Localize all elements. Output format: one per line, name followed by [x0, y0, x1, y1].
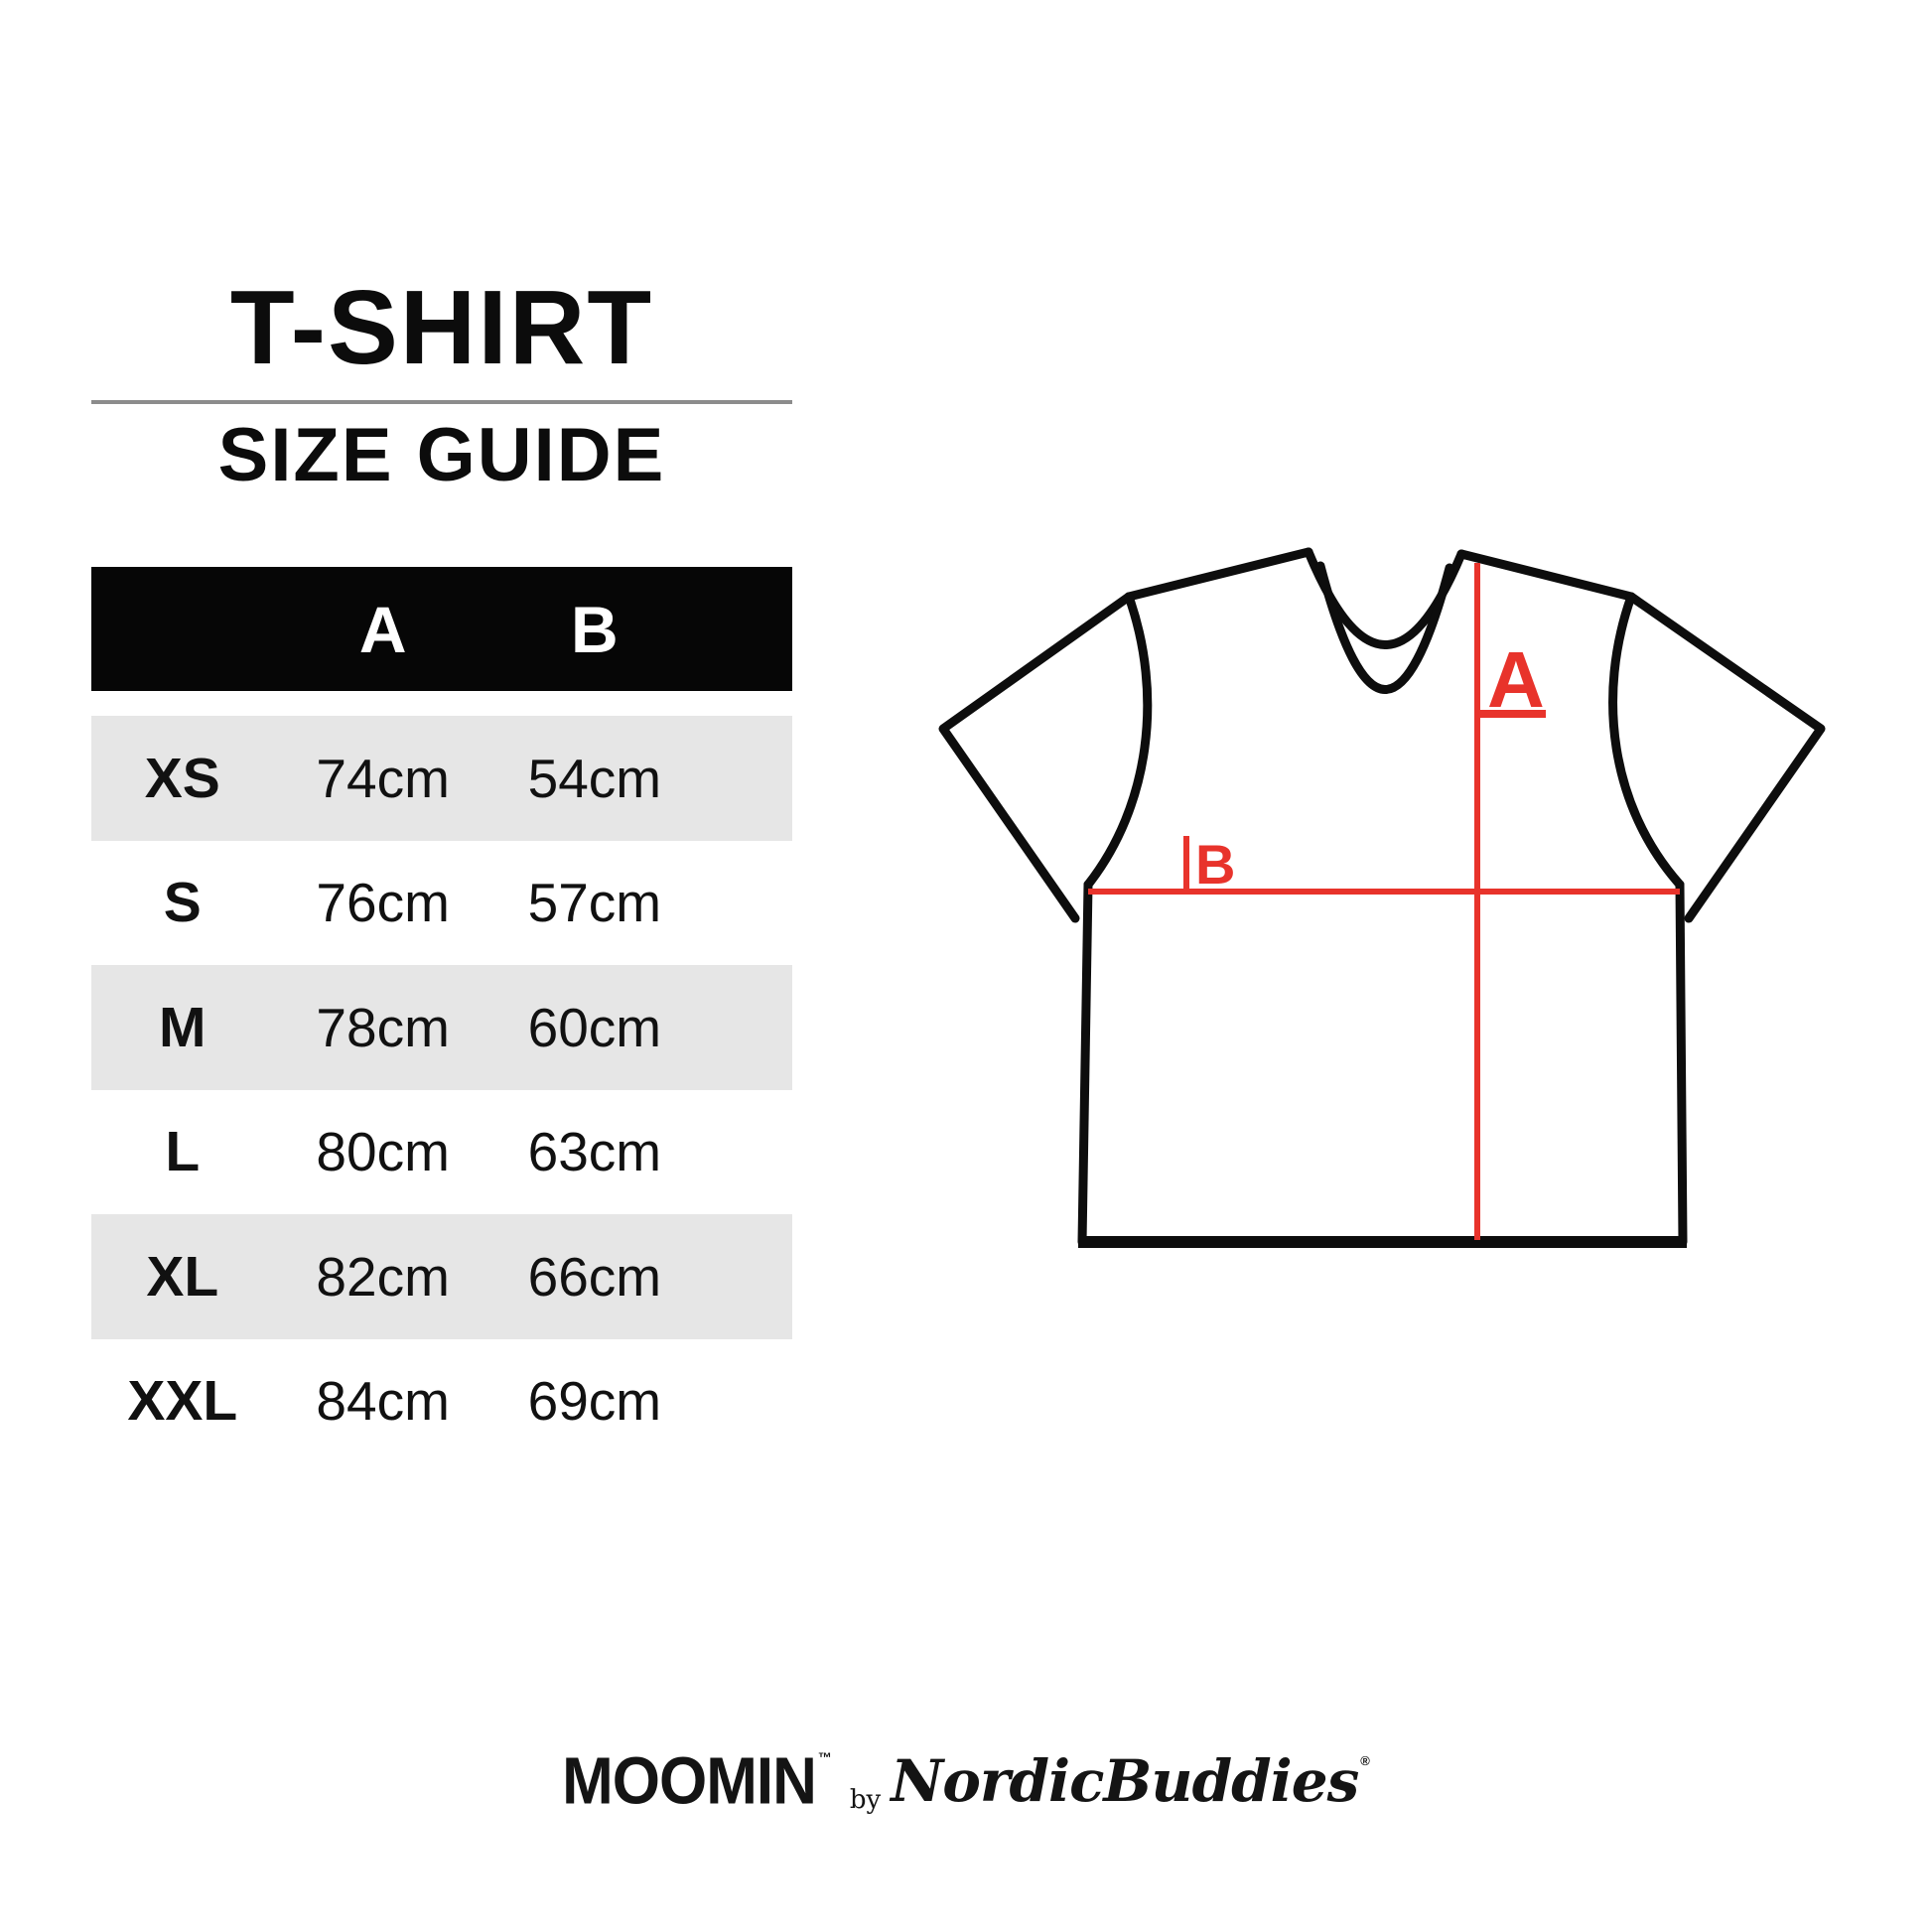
value-b: 54cm: [527, 747, 662, 809]
size-label: XXL: [127, 1369, 238, 1434]
page-subtitle: SIZE GUIDE: [217, 412, 666, 497]
size-label: XL: [146, 1244, 219, 1309]
value-b: 60cm: [527, 996, 662, 1058]
table-header-row: A B: [91, 567, 792, 691]
value-b: 57cm: [527, 872, 662, 934]
value-a: 76cm: [316, 872, 450, 934]
header-col-a: A: [358, 592, 407, 666]
size-label: M: [159, 995, 207, 1059]
trademark-mark: ™: [817, 1749, 832, 1765]
header-col-b: B: [571, 592, 619, 666]
tshirt-outline-icon: [938, 547, 1826, 1247]
table-row-xs: XS 74cm 54cm: [91, 716, 792, 841]
page-title: T-SHIRT: [229, 268, 654, 386]
label-b: B: [1195, 833, 1235, 896]
brand-footer: MOOMIN ™ by NordicBuddies ®: [0, 1739, 1932, 1823]
value-a: 82cm: [316, 1245, 450, 1308]
label-a: A: [1487, 635, 1545, 724]
table-row-m: M 78cm 60cm: [91, 965, 792, 1090]
value-b: 63cm: [527, 1121, 662, 1183]
table-row-s: S 76cm 57cm: [91, 841, 792, 966]
value-b: 66cm: [527, 1245, 662, 1308]
value-b: 69cm: [527, 1370, 662, 1433]
by-text: by: [849, 1785, 882, 1815]
table-row-xl: XL 82cm 66cm: [91, 1214, 792, 1339]
registered-mark: ®: [1360, 1753, 1370, 1768]
moomin-logo: MOOMIN: [562, 1743, 817, 1819]
title-divider: [91, 400, 792, 404]
size-table: A B XS 74cm 54cm S 76cm 57cm M 78cm 60cm…: [91, 567, 792, 1463]
measurement-lines: [1088, 563, 1680, 1240]
size-label: S: [163, 871, 202, 935]
size-label: XS: [144, 746, 220, 810]
value-a: 84cm: [316, 1370, 450, 1433]
nordicbuddies-logo: NordicBuddies: [891, 1747, 1359, 1815]
table-row-xxl: XXL 84cm 69cm: [91, 1339, 792, 1464]
table-row-l: L 80cm 63cm: [91, 1090, 792, 1215]
value-a: 80cm: [316, 1121, 450, 1183]
size-label: L: [165, 1120, 201, 1184]
value-a: 78cm: [316, 996, 450, 1058]
value-a: 74cm: [316, 747, 450, 809]
